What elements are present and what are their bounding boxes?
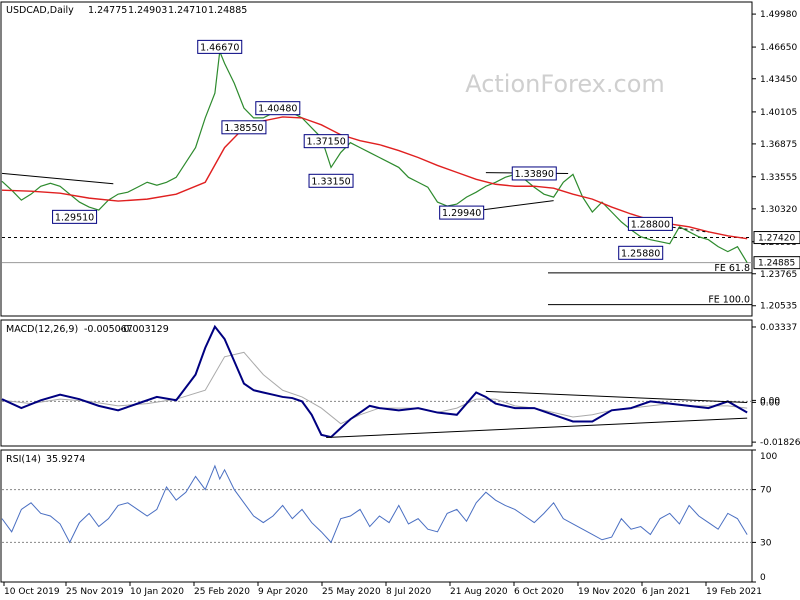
- macd-panel-frame: [0, 319, 753, 447]
- fe-level-label: FE 100.0: [708, 295, 750, 306]
- price-header-ohlc-value: 1.24885: [208, 5, 247, 16]
- annotation-label: 1.38550: [224, 123, 263, 134]
- rsi-line: [1, 464, 748, 544]
- fe-level-label: FE 61.8: [714, 263, 750, 274]
- rsi-y-tick-label: 30: [760, 538, 772, 548]
- x-tick-label: 25 Feb 2020: [194, 587, 250, 597]
- price-header-ohlc-value: 1.24710: [168, 5, 207, 16]
- annotation-box: [255, 101, 301, 116]
- annotation-box: [308, 173, 354, 188]
- annotation-box: [303, 134, 349, 149]
- x-tick-label: 10 Oct 2019: [4, 587, 60, 597]
- rsi-y-tick-label: 0: [760, 573, 766, 583]
- price-moving-average-line: [1, 116, 748, 240]
- annotation-label: 1.40480: [258, 104, 297, 115]
- price-header-ohlc-value: 1.24775: [88, 5, 127, 16]
- x-tick-label: 19 Feb 2021: [706, 587, 762, 597]
- price-marker-label: 1.24885: [758, 259, 795, 269]
- x-tick-label: 21 Aug 2020: [450, 587, 508, 597]
- x-tick-label: 9 Apr 2020: [258, 587, 308, 597]
- price-y-tick-label: 1.23765: [760, 270, 797, 280]
- x-tick-label: 25 Nov 2019: [66, 587, 124, 597]
- price-marker-box: [753, 231, 800, 245]
- price-marker-box: [753, 256, 800, 270]
- rsi-panel-frame: [0, 449, 753, 583]
- annotation-label: 1.25880: [621, 248, 660, 259]
- macd-header-name: MACD(12,26,9): [6, 324, 78, 335]
- price-header-symbol: USDCAD,Daily: [6, 5, 74, 16]
- macd-y-tick-label: 0.00: [760, 398, 780, 408]
- price-y-tick-label: 1.33555: [760, 173, 797, 183]
- x-tick-label: 19 Nov 2020: [578, 587, 636, 597]
- x-tick-label: 10 Jan 2020: [130, 587, 184, 597]
- rsi-y-tick-label: 100: [760, 452, 777, 462]
- annotation-box: [439, 205, 485, 220]
- annotation-label: 1.29940: [442, 208, 481, 219]
- macd-header-value: -0.003129: [120, 324, 169, 335]
- price-header-ohlc-value: 1.24903: [128, 5, 167, 16]
- macd-line: [1, 324, 748, 439]
- x-tick-label: 25 May 2020: [322, 587, 381, 597]
- rsi-header-value: 35.9274: [46, 454, 85, 465]
- price-y-tick-label: 1.43450: [760, 75, 797, 85]
- price-panel-frame: [0, 1, 753, 317]
- annotation-box: [511, 166, 557, 181]
- annotation-box: [221, 120, 267, 135]
- macd-y-tick-label: -0.018262: [760, 438, 800, 448]
- annotation-label: 1.33150: [311, 176, 350, 187]
- price-y-tick-label: 1.49980: [760, 10, 797, 20]
- x-tick-label: 6 Oct 2020: [514, 587, 564, 597]
- annotation-box: [618, 245, 664, 260]
- macd-y-tick-label: 0.00: [760, 396, 780, 406]
- price-close-line: [1, 51, 748, 264]
- price-trendline: [1, 172, 114, 185]
- price-y-tick-label: 1.46650: [760, 43, 797, 53]
- watermark: ActionForex.com: [465, 70, 665, 98]
- price-y-tick-label: 1.40105: [760, 108, 797, 118]
- macd-trendline: [485, 390, 748, 404]
- annotation-label: 1.46670: [200, 42, 239, 53]
- annotation-label: 1.37150: [307, 137, 346, 148]
- x-tick-label: 6 Jan 2021: [642, 587, 690, 597]
- x-tick-label: 8 Jul 2020: [386, 587, 431, 597]
- price-y-tick-label: 1.30320: [760, 205, 797, 215]
- macd-y-tick-label: 0.03337: [760, 323, 797, 333]
- annotation-box: [52, 209, 98, 224]
- annotation-label: 1.28800: [631, 219, 670, 230]
- rsi-y-tick-label: 70: [760, 486, 772, 496]
- price-y-tick-label: 1.36875: [760, 140, 797, 150]
- price-y-tick-label: 1.20535: [760, 302, 797, 312]
- annotation-label: 1.29510: [55, 212, 94, 223]
- annotation-label: 1.33890: [515, 169, 554, 180]
- annotation-box: [627, 216, 673, 231]
- macd-trendline: [326, 417, 748, 439]
- annotation-box: [197, 39, 243, 54]
- rsi-header-name: RSI(14): [6, 454, 41, 465]
- price-marker-label: 1.27420: [758, 234, 795, 244]
- macd-header-value: -0.005067: [84, 324, 133, 335]
